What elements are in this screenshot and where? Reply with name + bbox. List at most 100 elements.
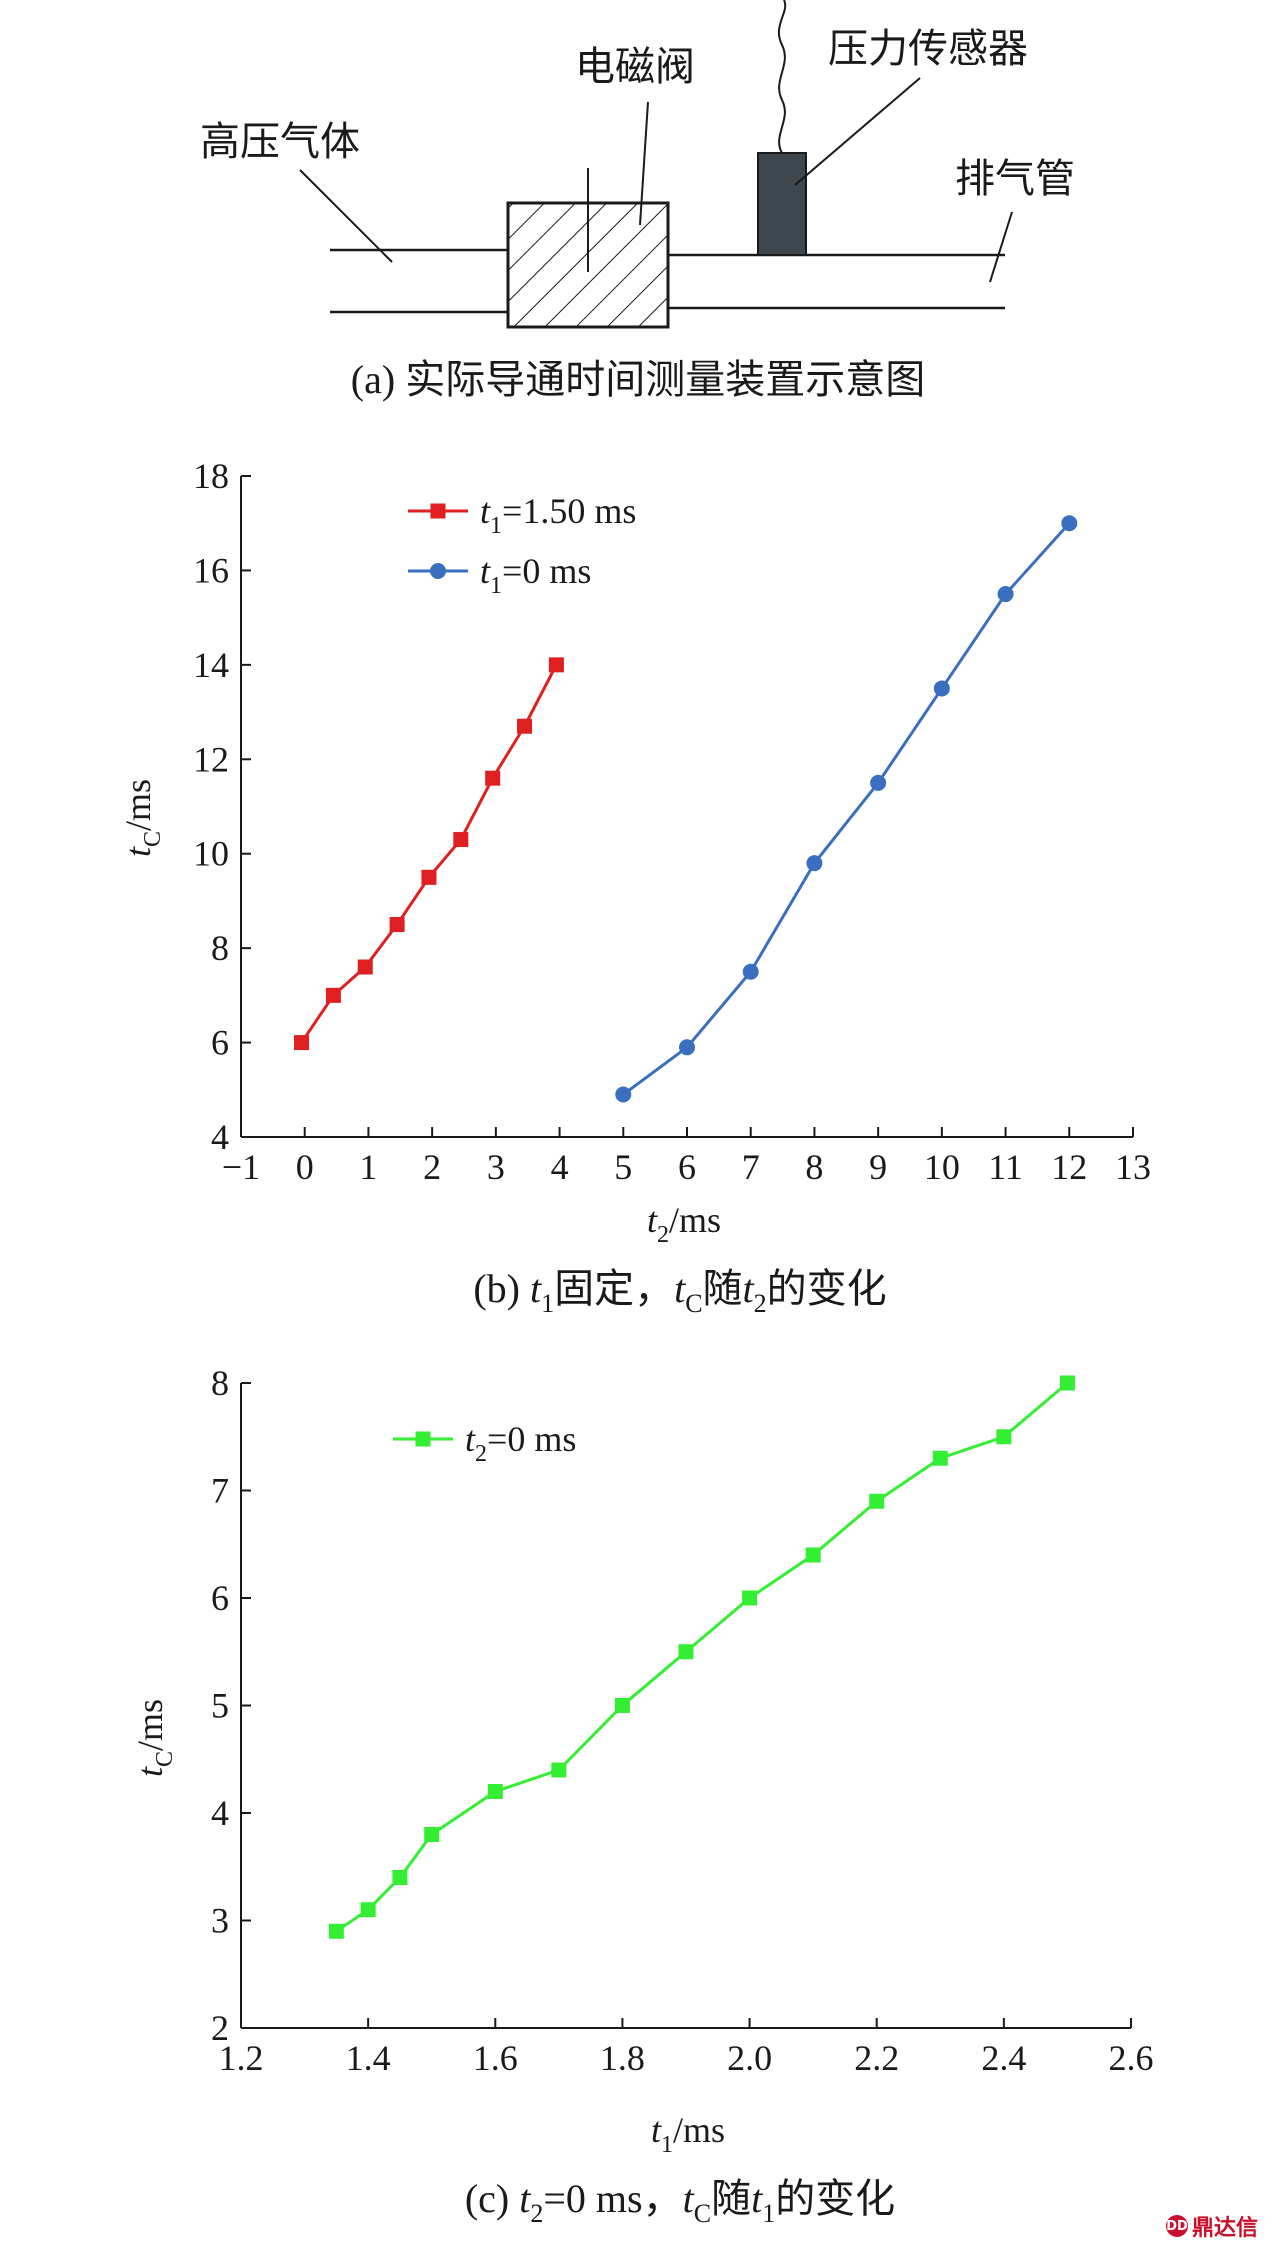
chart-c-data-point [487,1784,503,1799]
chart-b-y-tick-label: 8 [211,928,229,968]
chart-b-y-tick-label: 12 [193,739,229,779]
chart-c-data-point [328,1923,344,1939]
chart-b-x-axis-label: t2/ms [647,1200,721,1248]
pressure-sensor [757,152,807,256]
chart-c-data-point [360,1902,376,1918]
chart-b-y-tick-label: 16 [193,550,229,590]
chart-b-data-point [325,987,341,1003]
chart-b-y-tick-label: 4 [211,1117,229,1157]
chart-c-data-point [678,1644,694,1660]
caption-b: (b) t1固定，tC随t2的变化 [473,1266,886,1318]
chart-c-x-tick-label: 2.4 [981,2038,1026,2078]
caption-c: (c) t2=0 ms，tC随t1的变化 [465,2176,895,2228]
chart-b-x-tick-label: 7 [742,1147,760,1187]
chart-b-legend-label: t1=0 ms [480,551,591,599]
chart-b-data-point [806,855,823,872]
chart-c-series-1 [328,1375,1075,1939]
chart-b-data-point [679,1039,695,1056]
chart-b-legend-marker [430,503,446,519]
leader-sensor [794,77,921,186]
chart-b-x-tick-label: 1 [359,1147,377,1187]
chart-b-y-tick-label: 10 [193,834,229,874]
chart-b-series-line [622,522,1071,1096]
chart-b-x-tick-label: −1 [222,1147,260,1187]
chart-c-x-tick-label: 2.6 [1109,2038,1154,2078]
chart-b-y-axis-label: tC/ms [118,779,166,857]
chart-b-x-tick-label: 0 [296,1147,314,1187]
chart-b-legend: t1=1.50 ms t1=0 ms [408,491,636,599]
chart-b-x-tick-label: 12 [1051,1147,1087,1187]
chart-c-y-axis-label: tC/ms [130,1699,178,1777]
chart-c-data-point [742,1590,758,1606]
chart-b-data-point [997,586,1014,603]
chart-b-data-point [453,832,469,848]
chart-c-data-point [932,1450,948,1466]
chart-b-data-point [870,774,887,791]
chart-b-legend-label: t1=1.50 ms [480,491,636,539]
label-valve: 电磁阀 [575,44,695,89]
chart-b-data-point [389,917,405,933]
leader-gas [299,169,393,263]
label-gas: 高压气体 [200,119,360,164]
chart-b-x-tick-label: 6 [678,1147,696,1187]
chart-c-series [328,1375,1075,1939]
chart-c-data-point [996,1429,1012,1445]
chart-c-y-tick-label: 5 [211,1686,229,1726]
chart-b-legend-marker [430,563,446,579]
chart-b-series-2 [615,515,1078,1103]
chart-c-x-tick-label: 1.6 [473,2038,518,2078]
chart-c-x-tick-label: 1.4 [346,2038,391,2078]
chart-b-x-tick-label: 5 [614,1147,632,1187]
leader-valve [639,101,649,226]
chart-b-y-tick-label: 6 [211,1023,229,1063]
chart-b-y-tick-label: 18 [193,456,229,496]
chart-c-data-point [1059,1375,1075,1391]
chart-c-data-point [392,1870,408,1885]
chart-b-series-1 [294,657,564,1051]
chart-c-legend-label: t2=0 ms [465,1419,576,1467]
chart-b-data-point [933,680,950,697]
chart-b-x-tick-label: 13 [1115,1147,1151,1187]
chart-c-data-point [551,1762,567,1778]
label-sensor: 压力传感器 [828,26,1028,71]
chart-c-y-tick-label: 3 [211,1901,229,1941]
chart-c-x-tick-label: 2.2 [854,2038,899,2078]
chart-b-data-point [485,770,501,786]
chart-b-x-tick-label: 4 [551,1147,569,1187]
chart-b-x-tick-label: 9 [869,1147,887,1187]
chart-b-data-point [1061,515,1078,532]
chart-b-x-tick-label: 2 [423,1147,441,1187]
chart-b-data-point [421,869,437,885]
watermark-logo: DD 鼎达信 [1165,2210,1258,2242]
label-exhaust: 排气管 [955,156,1075,201]
watermark-mark-icon: DD [1165,2215,1188,2237]
chart-c-x-axis-label: t1/ms [651,2110,725,2158]
watermark-text: 鼎达信 [1191,2216,1258,2241]
chart-c-y-tick-label: 4 [211,1793,229,1833]
chart-c-x-tick-label: 1.2 [219,2038,264,2078]
chart-b-y-tick-label: 14 [193,645,229,685]
diagram-a: 高压气体 电磁阀 压力传感器 排气管 (a) 实际导通时间测量装置示意图 [200,0,1075,402]
chart-b-data-point [548,657,564,673]
chart-c-axes: 1.2 1.4 1.6 1.8 2.0 2.2 2.4 2.6 2 3 4 5 6 7 8 [211,1363,1154,2078]
chart-c-legend: t2=0 ms [393,1419,576,1467]
chart-c-y-tick-label: 7 [211,1471,229,1511]
chart-b-data-point [615,1086,632,1103]
chart-c-x-tick-label: 1.8 [600,2038,645,2078]
chart-b-x-tick-label: 11 [988,1147,1023,1187]
chart-c-legend-marker [415,1431,431,1447]
chart-b-data-point [517,718,533,734]
sensor-cable [777,0,787,154]
chart-b-x-tick-label: 10 [924,1147,960,1187]
chart-b-data-point [742,963,759,980]
chart-b-data-point [357,959,373,975]
chart-c-data-point [869,1493,885,1509]
chart-b-series [294,515,1078,1103]
chart-c-data-point [424,1827,440,1842]
chart-b-data-point [294,1035,310,1051]
chart-c-series-line [335,1381,1069,1933]
